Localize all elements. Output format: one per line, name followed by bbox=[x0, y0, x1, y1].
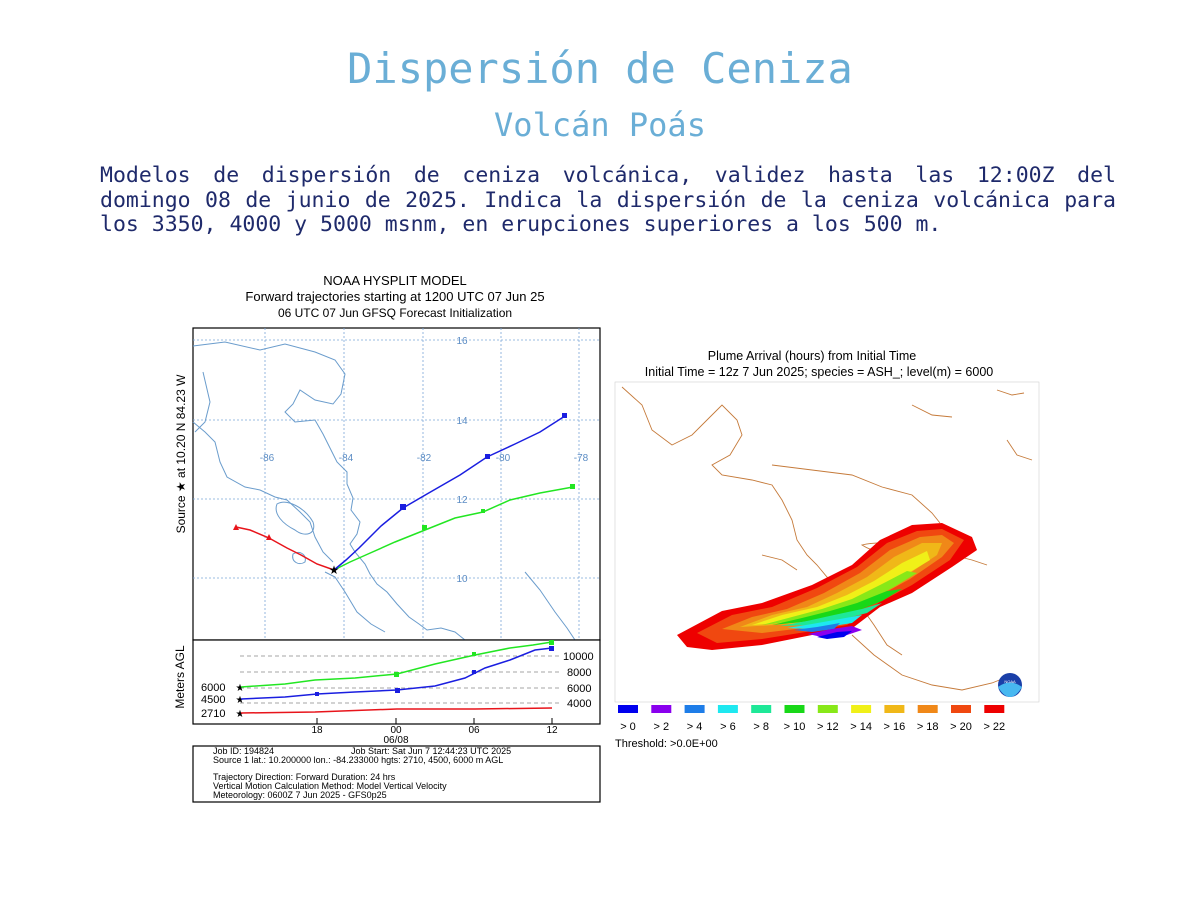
legend-label: > 20 bbox=[950, 721, 972, 733]
lon-label: -80 bbox=[496, 453, 511, 464]
lat-label: 16 bbox=[456, 336, 468, 347]
height-right-tick: 4000 bbox=[567, 698, 591, 710]
legend-label: > 10 bbox=[784, 721, 806, 733]
source-star-icon: ★ bbox=[329, 563, 340, 577]
trajectory-2710m bbox=[235, 526, 335, 571]
lon-label: -84 bbox=[339, 453, 354, 464]
plume-figure: Plume Arrival (hours) from Initial Time … bbox=[614, 349, 1040, 750]
legend-label: > 18 bbox=[917, 721, 939, 733]
source-side-label: Source ★ at 10.20 N 84.23 W bbox=[174, 374, 188, 534]
height-right-tick: 8000 bbox=[567, 667, 591, 679]
height-left-level: 6000 bbox=[201, 682, 225, 694]
height-right-tick: 6000 bbox=[567, 683, 591, 695]
legend-swatch bbox=[984, 705, 1005, 713]
trajectory-info-box: Job ID: 194824 Job Start: Sat Jun 7 12:4… bbox=[192, 745, 601, 803]
plume-threshold: Threshold: >0.0E+00 bbox=[615, 738, 718, 750]
info-meteorology: Meteorology: 0600Z 7 Jun 2025 - GFS0p25 bbox=[213, 790, 387, 800]
legend-swatch bbox=[751, 705, 772, 713]
page-title: Dispersión de Ceniza bbox=[347, 44, 853, 93]
info-job-id: Job ID: 194824 bbox=[213, 746, 274, 756]
legend-swatch bbox=[651, 705, 672, 713]
height-ylabel: Meters AGL bbox=[173, 645, 187, 709]
trajectory-title-3: 06 UTC 07 Jun GFSQ Forecast Initializati… bbox=[278, 306, 512, 320]
legend-label: > 16 bbox=[884, 721, 906, 733]
height-line-4500m bbox=[240, 647, 553, 700]
legend-swatch bbox=[884, 705, 905, 713]
svg-text:★: ★ bbox=[236, 695, 245, 706]
height-date-label: 06/08 bbox=[383, 735, 408, 746]
legend-label: > 8 bbox=[753, 721, 769, 733]
svg-text:★: ★ bbox=[236, 709, 245, 720]
trajectory-title-1: NOAA HYSPLIT MODEL bbox=[323, 273, 467, 288]
legend-label: > 22 bbox=[983, 721, 1005, 733]
height-left-level: 4500 bbox=[201, 694, 225, 706]
height-panel: Meters AGL 10000 8000 6000 4000 6000 450… bbox=[173, 639, 601, 746]
description-paragraph: Modelos de dispersión de ceniza volcánic… bbox=[100, 163, 1116, 237]
legend-label: > 12 bbox=[817, 721, 839, 733]
lon-label: -78 bbox=[574, 453, 589, 464]
height-right-tick: 10000 bbox=[563, 651, 594, 663]
height-line-6000m bbox=[240, 641, 553, 688]
legend-label: > 4 bbox=[687, 721, 703, 733]
height-x-tick: 18 bbox=[311, 725, 323, 736]
lat-label: 14 bbox=[456, 416, 468, 427]
trajectory-map: -86 -84 -82 -80 -78 16 14 12 10 ★ bbox=[192, 327, 601, 641]
legend-swatch bbox=[717, 705, 738, 713]
height-line-2710m bbox=[240, 707, 553, 714]
plume-legend: > 0 > 2 > 4 > 6 > 8 > 10 > 12 > 14 > 16 > 18 > 20 >… bbox=[618, 705, 1005, 733]
height-x-tick: 12 bbox=[546, 725, 558, 736]
lon-label: -86 bbox=[260, 453, 275, 464]
legend-swatch bbox=[851, 705, 872, 713]
svg-text:★: ★ bbox=[236, 683, 245, 694]
ash-plume bbox=[677, 523, 977, 650]
height-x-tick: 00 bbox=[390, 725, 402, 736]
map-coastlines bbox=[192, 341, 576, 641]
legend-swatch bbox=[784, 705, 805, 713]
trajectory-figure: NOAA HYSPLIT MODEL Forward trajectories … bbox=[173, 273, 601, 803]
noaa-logo: NOAA bbox=[998, 673, 1022, 697]
legend-label: > 2 bbox=[653, 721, 669, 733]
plume-title-1: Plume Arrival (hours) from Initial Time bbox=[708, 349, 916, 363]
legend-label: > 6 bbox=[720, 721, 736, 733]
plume-title-2: Initial Time = 12z 7 Jun 2025; species =… bbox=[645, 365, 994, 379]
plume-map: NOAA bbox=[614, 381, 1040, 703]
height-x-tick: 06 bbox=[468, 725, 480, 736]
lat-label: 10 bbox=[456, 574, 468, 585]
legend-label: > 0 bbox=[620, 721, 636, 733]
info-direction: Trajectory Direction: Forward Duration: … bbox=[213, 772, 396, 782]
page-subtitle: Volcán Poás bbox=[494, 106, 706, 144]
trajectory-4500m bbox=[333, 415, 566, 571]
legend-swatch bbox=[917, 705, 938, 713]
lat-label: 12 bbox=[456, 495, 468, 506]
lon-label: -82 bbox=[417, 453, 432, 464]
noaa-logo-text: NOAA bbox=[1004, 679, 1016, 684]
trajectory-markers bbox=[233, 413, 575, 540]
legend-swatch bbox=[684, 705, 705, 713]
info-vertical-motion: Vertical Motion Calculation Method: Mode… bbox=[213, 781, 447, 791]
trajectory-title-2: Forward trajectories starting at 1200 UT… bbox=[245, 289, 544, 304]
legend-swatch bbox=[817, 705, 838, 713]
trajectory-6000m bbox=[333, 486, 574, 571]
info-source: Source 1 lat.: 10.200000 lon.: -84.23300… bbox=[213, 755, 503, 765]
info-job-start: Job Start: Sat Jun 7 12:44:23 UTC 2025 bbox=[351, 746, 511, 756]
legend-swatch bbox=[618, 705, 638, 713]
legend-label: > 14 bbox=[850, 721, 872, 733]
legend-swatch bbox=[951, 705, 971, 713]
height-left-level: 2710 bbox=[201, 708, 225, 720]
